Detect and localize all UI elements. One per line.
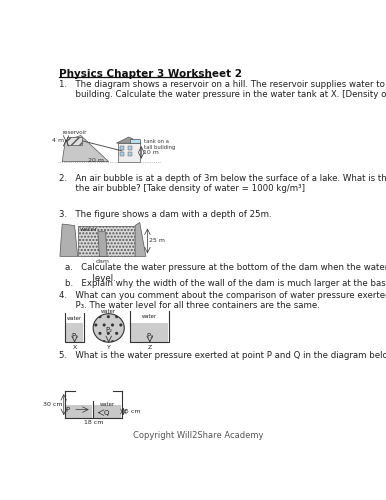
Polygon shape [130, 138, 140, 143]
Text: 4.   What can you comment about the comparison of water pressure exerted by the : 4. What can you comment about the compar… [59, 291, 386, 310]
Text: water: water [142, 314, 157, 319]
Text: 30 cm: 30 cm [43, 402, 62, 406]
Text: 10 m: 10 m [143, 150, 159, 155]
Text: a.   Calculate the water pressure at the bottom of the dam when the water is at : a. Calculate the water pressure at the b… [65, 264, 386, 282]
Polygon shape [60, 224, 78, 256]
Text: water: water [80, 227, 98, 232]
Text: dam: dam [95, 258, 110, 264]
Polygon shape [66, 405, 92, 418]
Polygon shape [131, 324, 168, 342]
Text: Z: Z [148, 345, 152, 350]
Text: Q: Q [104, 410, 109, 416]
Text: Copyright Will2Share Academy: Copyright Will2Share Academy [132, 432, 263, 440]
Text: water: water [100, 402, 115, 406]
Ellipse shape [93, 314, 124, 342]
Text: P₂: P₂ [105, 326, 112, 332]
Polygon shape [78, 226, 135, 256]
Polygon shape [66, 324, 83, 342]
Text: water: water [101, 309, 116, 314]
Text: P₃: P₃ [146, 332, 153, 338]
Text: P: P [66, 406, 70, 412]
Polygon shape [67, 137, 82, 144]
Text: 1.   The diagram shows a reservoir on a hill. The reservoir supplies water to a : 1. The diagram shows a reservoir on a hi… [59, 80, 386, 100]
Text: 3.   The figure shows a dam with a depth of 25m.: 3. The figure shows a dam with a depth o… [59, 210, 272, 219]
Text: 5.   What is the water pressure exerted at point P and Q in the diagram below?: 5. What is the water pressure exerted at… [59, 351, 386, 360]
Text: P₁: P₁ [71, 332, 78, 338]
Text: 20 m: 20 m [88, 158, 104, 163]
Polygon shape [120, 152, 124, 156]
Text: Y: Y [107, 345, 111, 350]
Polygon shape [98, 232, 107, 256]
Text: reservoir: reservoir [63, 130, 87, 136]
Text: b.   Explain why the width of the wall of the dam is much larger at the base tha: b. Explain why the width of the wall of … [65, 280, 386, 288]
Text: 5 cm: 5 cm [125, 408, 141, 414]
Polygon shape [128, 146, 132, 150]
Text: 18 cm: 18 cm [83, 420, 103, 426]
Polygon shape [118, 143, 140, 162]
Polygon shape [135, 222, 146, 256]
Text: Physics Chapter 3 Worksheet 2: Physics Chapter 3 Worksheet 2 [59, 69, 242, 79]
Polygon shape [128, 152, 132, 156]
Polygon shape [117, 137, 141, 143]
Text: 2.   An air bubble is at a depth of 3m below the surface of a lake. What is the : 2. An air bubble is at a depth of 3m bel… [59, 174, 386, 194]
Polygon shape [120, 146, 124, 150]
Text: 4 m: 4 m [52, 138, 64, 143]
Polygon shape [62, 136, 109, 162]
Text: 25 m: 25 m [149, 238, 165, 244]
Text: X: X [73, 345, 77, 350]
Text: tank on a
tall building: tank on a tall building [144, 140, 176, 150]
Polygon shape [94, 405, 121, 418]
Text: water: water [67, 316, 82, 320]
